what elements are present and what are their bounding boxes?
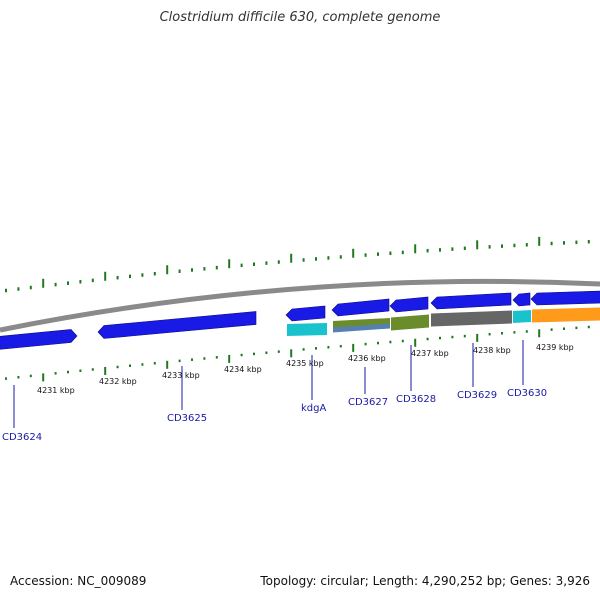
map-title: Clostridium difficile 630, complete geno… bbox=[159, 10, 441, 25]
gene-next-arrow[interactable] bbox=[530, 290, 600, 306]
kbp-tick-labels: 4231 kbp 4232 kbp 4233 kbp 4234 kbp 4235 kbp… bbox=[37, 343, 574, 395]
accession-text: Accession: NC_009089 bbox=[10, 574, 147, 588]
gene-cd3624-arrow[interactable] bbox=[0, 329, 78, 350]
gene-cd3628-arrow[interactable] bbox=[389, 296, 429, 313]
gene-cd3627-arrow[interactable] bbox=[331, 298, 390, 317]
genome-backbone bbox=[0, 278, 600, 333]
gene-cd3630-arrow[interactable] bbox=[512, 292, 531, 307]
feature-band-cyan[interactable] bbox=[287, 323, 327, 336]
gene-label-cd3630[interactable]: CD3630 bbox=[507, 388, 547, 399]
gene-kdga-arrow[interactable] bbox=[285, 305, 326, 322]
gene-label-cd3627[interactable]: CD3627 bbox=[348, 397, 388, 408]
inner-tick-ring bbox=[5, 325, 590, 382]
kbp-tick-label: 4233 kbp bbox=[162, 371, 200, 380]
kbp-tick-label: 4231 kbp bbox=[37, 386, 75, 395]
kbp-tick-label: 4235 kbp bbox=[286, 359, 324, 368]
kbp-tick-label: 4236 kbp bbox=[348, 354, 386, 363]
feature-band-olive[interactable] bbox=[391, 314, 429, 331]
feature-band-gray[interactable] bbox=[431, 310, 512, 327]
genome-summary-text: Topology: circular; Length: 4,290,252 bp… bbox=[260, 574, 590, 588]
gene-cd3625-arrow[interactable] bbox=[97, 311, 257, 339]
gene-label-kdga[interactable]: kdgA bbox=[301, 403, 326, 414]
outer-tick-ring bbox=[5, 236, 590, 293]
gene-label-cd3629[interactable]: CD3629 bbox=[457, 390, 497, 401]
gene-label-cd3625[interactable]: CD3625 bbox=[167, 413, 207, 424]
feature-band-cyan[interactable] bbox=[513, 310, 531, 323]
feature-band-steel[interactable] bbox=[333, 323, 390, 333]
gene-features[interactable] bbox=[0, 290, 600, 350]
gene-cd3629-arrow[interactable] bbox=[430, 292, 512, 310]
kbp-tick-label: 4238 kbp bbox=[473, 346, 511, 355]
kbp-tick-label: 4232 kbp bbox=[99, 377, 137, 386]
gene-label-cd3624[interactable]: CD3624 bbox=[2, 432, 42, 443]
kbp-tick-label: 4239 kbp bbox=[536, 343, 574, 352]
gene-label-cd3628[interactable]: CD3628 bbox=[396, 394, 436, 405]
kbp-tick-label: 4237 kbp bbox=[411, 349, 449, 358]
feature-band-orange[interactable] bbox=[532, 307, 600, 323]
gene-labels[interactable]: CD3624 CD3625 kdgA CD3627 CD3628 CD3629 CD3630 bbox=[2, 340, 547, 443]
kbp-tick-label: 4234 kbp bbox=[224, 365, 262, 374]
